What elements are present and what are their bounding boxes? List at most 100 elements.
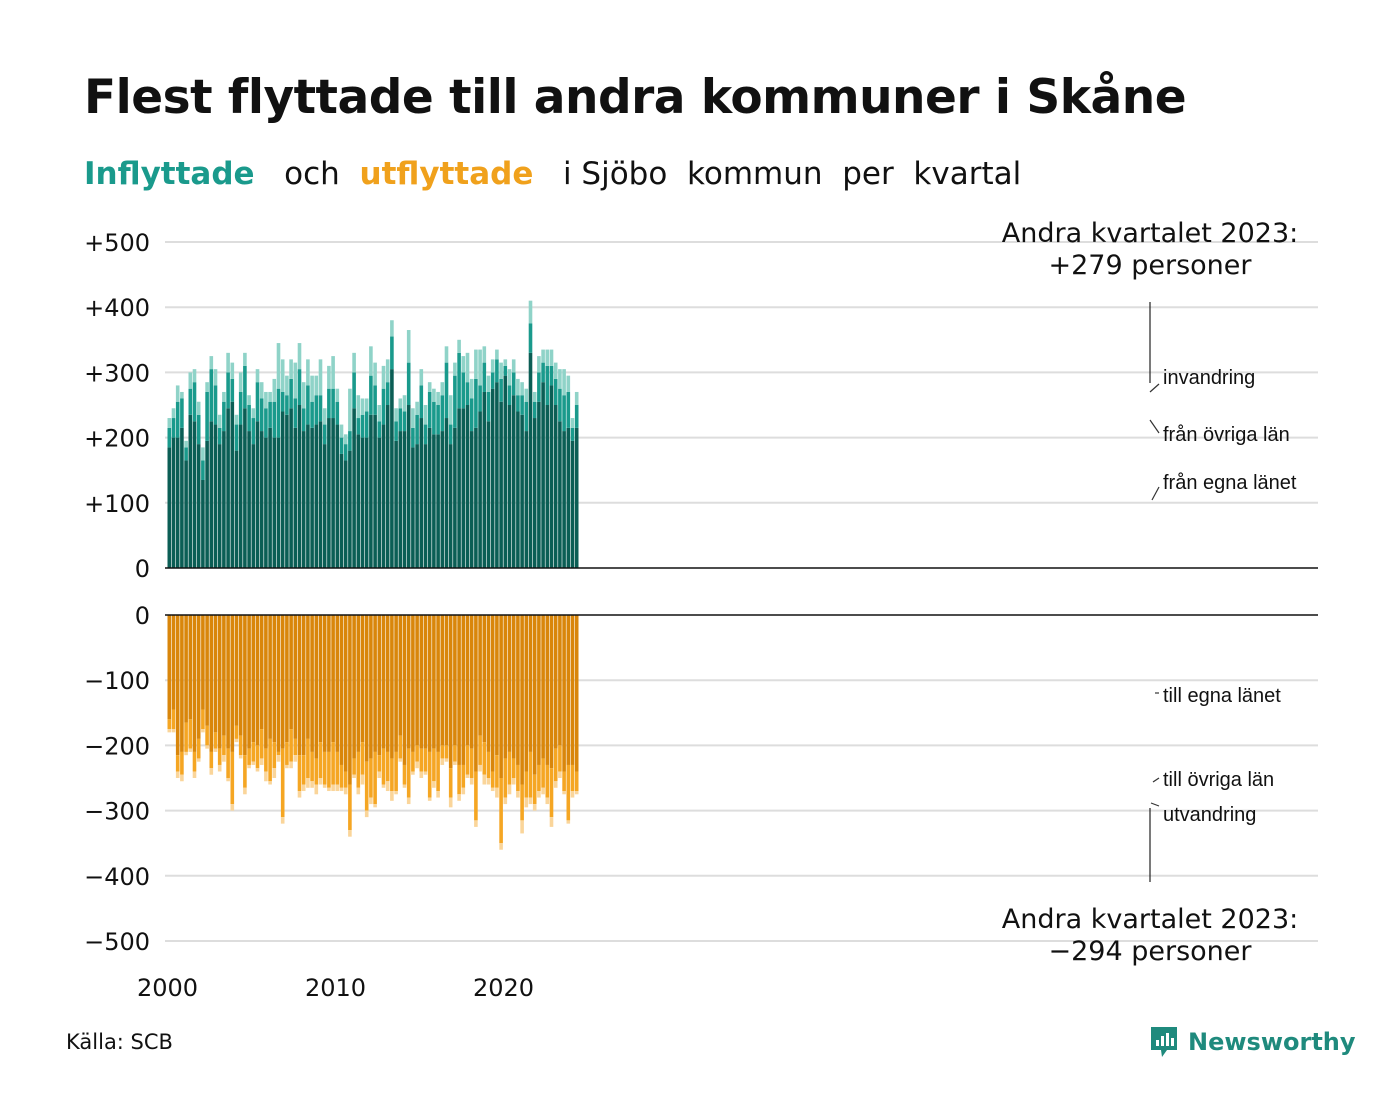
bar-in-1 (205, 391, 209, 441)
bar-in-1 (448, 424, 453, 445)
y-tick-label-top: +200 (84, 425, 150, 453)
bar-in-0 (457, 408, 461, 568)
bar-in-1 (356, 418, 361, 435)
bar-in-0 (373, 414, 377, 568)
bar-in-0 (205, 440, 209, 568)
bars (167, 300, 579, 850)
bar-in-2 (427, 382, 432, 392)
bar-out-2 (306, 778, 310, 788)
bar-in-1 (310, 401, 314, 428)
bar-in-0 (427, 427, 432, 568)
bar-in-2 (297, 343, 302, 370)
bar-in-1 (343, 444, 348, 461)
bar-in-2 (280, 359, 285, 392)
bar-in-2 (516, 378, 520, 396)
bar-out-1 (238, 735, 243, 756)
bar-out-2 (322, 784, 327, 788)
bar-out-0 (465, 615, 470, 746)
bar-out-1 (511, 758, 516, 778)
bar-in-2 (222, 391, 226, 402)
bar-out-0 (503, 615, 508, 759)
bar-in-2 (352, 352, 356, 373)
bar-out-2 (259, 758, 264, 765)
bar-in-2 (474, 349, 478, 379)
y-tick-label-top: +500 (84, 229, 150, 257)
bar-in-2 (406, 330, 411, 363)
bar-out-0 (369, 615, 373, 759)
bar-in-2 (314, 375, 319, 396)
bar-out-2 (293, 755, 298, 762)
bar-out-1 (528, 751, 533, 798)
bar-in-2 (503, 359, 508, 366)
bar-in-1 (381, 388, 386, 425)
bar-out-2 (448, 797, 453, 808)
bar-out-2 (356, 787, 361, 795)
bar-in-0 (293, 427, 298, 568)
bar-in-0 (318, 421, 323, 568)
bar-in-1 (457, 352, 461, 409)
bar-out-0 (251, 615, 256, 743)
bar-in-0 (511, 395, 516, 568)
bar-in-1 (469, 398, 474, 432)
bar-out-2 (427, 797, 432, 801)
bar-out-1 (364, 761, 369, 811)
bar-in-1 (528, 323, 533, 353)
bar-in-1 (406, 362, 411, 405)
bar-out-0 (327, 615, 331, 752)
bar-out-2 (537, 791, 541, 798)
bar-in-0 (268, 427, 272, 568)
bar-in-1 (318, 395, 323, 422)
bottom-annotation-value: −294 personer (1048, 936, 1252, 967)
bar-in-1 (562, 395, 566, 432)
bar-out-1 (205, 725, 209, 746)
bar-out-1 (432, 748, 436, 782)
bar-out-2 (474, 820, 478, 827)
bar-out-2 (301, 784, 306, 792)
bar-out-1 (247, 748, 251, 765)
bar-in-1 (558, 388, 562, 422)
bar-out-0 (448, 615, 453, 769)
y-tick-label-top: +300 (84, 359, 150, 387)
bar-in-1 (280, 391, 285, 412)
bar-in-2 (566, 375, 571, 392)
bar-out-0 (486, 615, 491, 752)
bar-in-0 (495, 382, 499, 568)
bar-in-0 (255, 421, 260, 568)
bar-out-2 (503, 797, 508, 805)
bar-in-2 (364, 398, 369, 412)
label-fran-egna-lanet: från egna länet (1163, 472, 1297, 494)
top-annotation-title: Andra kvartalet 2023: (1002, 218, 1298, 249)
bar-out-0 (562, 615, 566, 772)
bar-in-0 (201, 479, 205, 568)
bar-in-2 (558, 369, 562, 389)
bar-in-0 (360, 437, 365, 568)
bar-in-0 (507, 405, 512, 568)
bar-out-1 (398, 735, 403, 759)
bar-in-0 (566, 427, 571, 568)
bar-out-0 (314, 615, 319, 759)
bar-out-0 (528, 615, 533, 752)
bar-in-1 (394, 421, 398, 441)
bar-out-0 (339, 615, 344, 765)
bar-out-1 (226, 748, 230, 778)
bar-in-2 (343, 434, 348, 445)
bar-in-2 (217, 414, 222, 428)
bar-in-0 (175, 437, 180, 568)
bar-out-1 (457, 764, 461, 795)
bar-out-1 (478, 735, 482, 765)
bar-out-1 (486, 751, 491, 778)
bar-in-1 (272, 401, 277, 438)
migration-bar-chart: +500 +400 +300 +200 +100 0 0 −100 −200 −300 −400 −5… (84, 218, 1318, 1000)
bar-out-1 (469, 748, 474, 778)
bar-out-0 (495, 615, 499, 756)
bar-in-1 (427, 391, 432, 428)
bar-in-0 (411, 447, 415, 568)
bar-out-2 (310, 781, 314, 788)
bar-in-2 (213, 369, 218, 386)
bar-in-2 (306, 359, 310, 386)
bar-out-2 (490, 787, 495, 792)
bar-out-1 (520, 784, 524, 821)
bar-in-0 (343, 460, 348, 568)
bar-in-2 (268, 391, 272, 402)
bar-out-0 (289, 615, 293, 730)
